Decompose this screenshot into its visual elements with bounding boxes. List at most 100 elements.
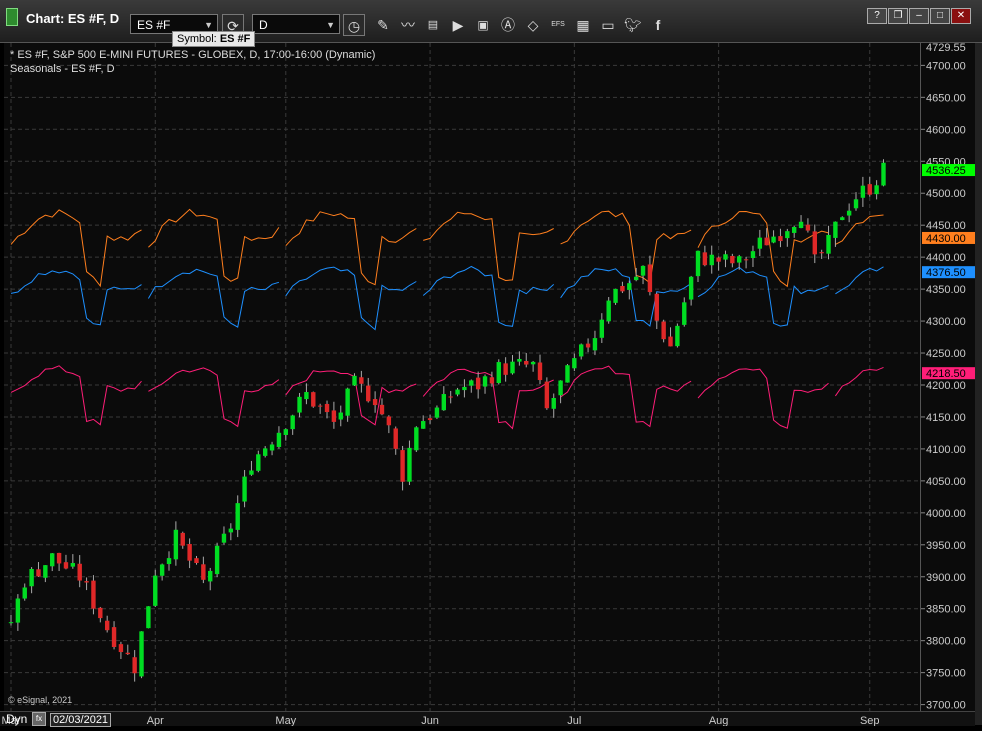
restore-button[interactable]: ❐ xyxy=(888,8,908,24)
candle-body xyxy=(201,564,206,580)
layout-icon[interactable]: ▦ xyxy=(576,17,590,33)
efs-icon[interactable]: EFS xyxy=(547,14,569,36)
help-button[interactable]: ? xyxy=(867,8,887,24)
candle-body xyxy=(324,403,330,413)
candle-body xyxy=(132,657,137,674)
candle-body xyxy=(633,276,639,281)
candle-body xyxy=(709,254,714,266)
eraser-icon[interactable]: ◇ xyxy=(527,17,539,33)
candle-body xyxy=(640,265,646,276)
candle-body xyxy=(208,570,213,582)
candle-body xyxy=(393,428,398,449)
close-button[interactable]: ✕ xyxy=(951,8,971,24)
candle-body xyxy=(771,236,776,243)
candle-body xyxy=(867,184,872,195)
pencil-icon[interactable]: ✎ xyxy=(377,17,389,33)
candle-body xyxy=(214,545,220,575)
candle-body xyxy=(688,276,694,300)
seasonal-line xyxy=(560,210,692,284)
chart-window-icon xyxy=(6,8,18,26)
seasonal-line xyxy=(285,266,417,331)
clock-icon[interactable]: ◷ xyxy=(343,14,365,36)
seasonal-line xyxy=(697,368,829,429)
candle-body xyxy=(276,432,282,447)
time-axis-label: Apr xyxy=(147,715,164,726)
candle-body xyxy=(345,388,350,416)
time-axis-label: Aug xyxy=(709,715,729,726)
candle-body xyxy=(29,568,34,587)
play-icon[interactable]: ▶ xyxy=(452,17,464,33)
candle-body xyxy=(785,231,790,239)
candle-body xyxy=(757,237,763,249)
candle-body xyxy=(153,575,158,606)
candle-body xyxy=(798,221,804,229)
candle-body xyxy=(503,363,508,375)
candle-body xyxy=(592,338,598,351)
time-axis-bar[interactable]: Mar Apr May Jun Jul Aug Sep xyxy=(0,711,975,727)
time-axis-label: Mar xyxy=(2,715,21,726)
last-value-label: 4376.50 xyxy=(926,267,966,279)
chart-plot-area[interactable]: * ES #F, S&P 500 E-MINI FUTURES - GLOBEX… xyxy=(4,43,920,711)
axis-tick-label: 4300.00 xyxy=(926,316,966,328)
candle-body xyxy=(737,256,742,263)
seasonal-line xyxy=(697,266,829,327)
last-value-box xyxy=(922,164,975,177)
candle-body xyxy=(510,361,515,374)
chat-icon[interactable]: ▭ xyxy=(601,17,615,33)
time-axis-label: Jul xyxy=(567,715,581,726)
minimize-button[interactable]: – xyxy=(909,8,929,24)
facebook-icon[interactable]: f xyxy=(655,17,661,33)
price-axis-svg[interactable]: 3700.00 3750.00 3800.00 3850.00 3900.00 3950.… xyxy=(921,42,976,712)
candle-body xyxy=(84,581,89,583)
symbol-tooltip: Symbol: ES #F xyxy=(172,31,256,47)
alert-icon[interactable]: Ⓐ xyxy=(501,17,515,33)
chart-svg[interactable] xyxy=(4,43,920,711)
quote-icon[interactable]: ▤ xyxy=(427,19,439,31)
axis-tick-label: 4400.00 xyxy=(926,252,966,264)
candle-body xyxy=(579,344,584,357)
axis-tick-label: 4650.00 xyxy=(926,92,966,104)
candle-body xyxy=(627,283,632,290)
candle-body xyxy=(585,343,591,348)
seasonal-line xyxy=(697,210,829,288)
twitter-icon[interactable]: 🐦︎ xyxy=(624,17,642,33)
axis-tick-label: 4100.00 xyxy=(926,444,966,456)
candle-body xyxy=(359,377,364,384)
candle-body xyxy=(180,532,185,546)
line-tool-icon[interactable]: 〰 xyxy=(401,17,415,33)
scrollbar[interactable] xyxy=(975,43,982,725)
axis-tick-label: 4450.00 xyxy=(926,220,966,232)
candle-body xyxy=(606,300,611,322)
dynamic-mode-label[interactable]: Dyn xyxy=(6,712,28,726)
candle-body xyxy=(352,375,357,386)
axis-tick-label: 4250.00 xyxy=(926,348,966,360)
axis-tick-label: 3850.00 xyxy=(926,604,966,616)
text-tool-icon[interactable]: ▣ xyxy=(477,18,489,32)
chevron-down-icon[interactable]: ▼ xyxy=(326,20,335,30)
axis-tick-label: 3900.00 xyxy=(926,572,966,584)
candle-body xyxy=(654,293,659,321)
candle-body xyxy=(70,563,76,567)
candle-body xyxy=(221,533,227,543)
tooltip-label: Symbol: xyxy=(177,33,217,45)
candle-body xyxy=(63,562,69,569)
candle-body xyxy=(881,162,886,186)
maximize-button[interactable]: □ xyxy=(930,8,950,24)
candle-body xyxy=(572,358,577,369)
function-button[interactable]: fx xyxy=(32,712,46,726)
candle-body xyxy=(187,544,192,561)
candle-body xyxy=(338,412,343,420)
price-axis[interactable]: 3700.00 3750.00 3800.00 3850.00 3900.00 3950.… xyxy=(920,42,976,712)
candle-body xyxy=(441,394,447,411)
candle-body xyxy=(530,361,536,365)
candle-body xyxy=(414,427,419,451)
last-value-label: 4218.50 xyxy=(926,368,966,380)
candle-body xyxy=(846,210,852,216)
interval-combo[interactable]: D ▼ xyxy=(252,14,340,34)
candle-body xyxy=(269,444,275,451)
refresh-symbol-icon[interactable]: ⟳ xyxy=(222,14,244,36)
time-axis-label: May xyxy=(275,715,296,726)
candle-body xyxy=(675,325,680,347)
axis-tick-label: 3800.00 xyxy=(926,636,966,648)
chevron-down-icon[interactable]: ▼ xyxy=(204,20,213,30)
